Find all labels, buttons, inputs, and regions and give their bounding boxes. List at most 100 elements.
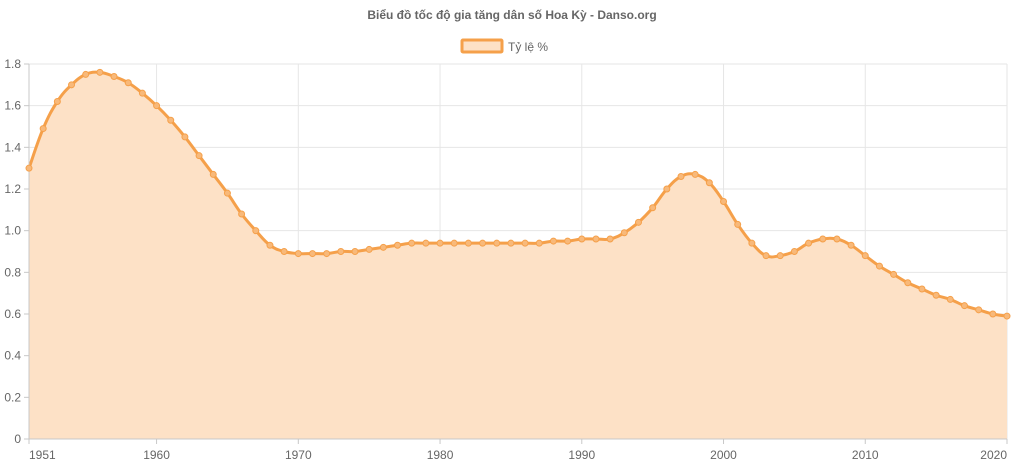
area-layer <box>27 70 1008 439</box>
data-point[interactable] <box>68 81 76 89</box>
y-tick-label: 1.0 <box>4 224 21 238</box>
data-point[interactable] <box>805 239 813 247</box>
x-tick-label: 1980 <box>427 448 454 462</box>
data-point[interactable] <box>691 170 699 178</box>
y-tick-label: 0.2 <box>4 390 21 404</box>
data-point[interactable] <box>124 79 132 87</box>
data-point[interactable] <box>819 235 827 243</box>
data-point[interactable] <box>890 270 898 278</box>
data-point[interactable] <box>209 170 217 178</box>
data-point[interactable] <box>323 250 331 258</box>
data-point[interactable] <box>677 173 685 180</box>
data-point[interactable] <box>408 239 416 247</box>
x-tick-label: 1990 <box>568 448 595 462</box>
x-tick-label: 2020 <box>980 448 1007 462</box>
data-point[interactable] <box>110 73 118 80</box>
data-point[interactable] <box>294 250 302 258</box>
y-tick-label: 1.6 <box>4 99 21 113</box>
y-tick-label: 0.6 <box>4 307 21 321</box>
data-point[interactable] <box>167 116 175 124</box>
data-point[interactable] <box>337 248 345 255</box>
data-point[interactable] <box>975 306 983 314</box>
x-tick-label: 2010 <box>852 448 879 462</box>
data-point[interactable] <box>223 189 231 197</box>
data-point[interactable] <box>564 237 572 245</box>
data-point[interactable] <box>195 152 203 160</box>
y-tick-label: 0.4 <box>4 349 21 363</box>
points-layer <box>25 68 1011 320</box>
x-tick-label: 2000 <box>710 448 737 462</box>
data-point[interactable] <box>436 239 444 247</box>
data-point[interactable] <box>422 239 430 247</box>
data-point[interactable] <box>153 102 161 110</box>
data-point[interactable] <box>238 210 246 218</box>
data-point[interactable] <box>578 235 586 243</box>
data-point[interactable] <box>266 241 274 249</box>
legend-label[interactable]: Tỷ lệ % <box>508 40 548 54</box>
data-point[interactable] <box>776 252 784 260</box>
data-point[interactable] <box>918 285 926 293</box>
data-point[interactable] <box>847 241 855 249</box>
data-point[interactable] <box>904 279 912 287</box>
data-point[interactable] <box>39 125 47 133</box>
data-point[interactable] <box>308 250 316 258</box>
axes <box>28 64 1007 440</box>
data-point[interactable] <box>535 239 543 247</box>
data-point[interactable] <box>479 239 487 247</box>
y-tick-label: 1.2 <box>4 182 21 196</box>
data-point[interactable] <box>138 89 146 97</box>
data-point[interactable] <box>932 291 940 299</box>
data-point[interactable] <box>82 70 90 78</box>
data-point[interactable] <box>620 229 628 237</box>
data-point[interactable] <box>181 133 189 141</box>
data-point[interactable] <box>549 237 557 245</box>
x-tick-label: 1970 <box>285 448 312 462</box>
data-point[interactable] <box>351 248 359 255</box>
data-point[interactable] <box>365 245 373 253</box>
x-tick-label: 1951 <box>29 448 56 462</box>
legend-swatch[interactable] <box>460 38 504 54</box>
data-point[interactable] <box>649 204 657 212</box>
x-axis-ticks: 1951 1960 1970 1980 1990 2000 2010 2020 <box>28 439 1008 462</box>
data-point[interactable] <box>592 235 600 243</box>
data-point[interactable] <box>252 227 260 235</box>
data-point[interactable] <box>394 241 402 249</box>
data-point[interactable] <box>861 252 869 260</box>
data-point[interactable] <box>989 310 997 318</box>
data-point[interactable] <box>705 179 713 187</box>
series-area-fill <box>29 72 1007 439</box>
x-tick-label: 1960 <box>143 448 170 462</box>
data-point[interactable] <box>634 218 642 226</box>
data-point[interactable] <box>946 295 954 303</box>
data-point[interactable] <box>720 198 728 205</box>
y-tick-label: 1.8 <box>4 57 21 71</box>
data-point[interactable] <box>790 248 798 255</box>
y-axis-ticks: 0 0.2 0.4 0.6 0.8 1.0 1.2 1.4 1.6 1.8 <box>4 57 29 446</box>
data-point[interactable] <box>464 239 472 247</box>
data-point[interactable] <box>53 98 61 105</box>
data-point[interactable] <box>833 235 841 243</box>
data-point[interactable] <box>450 239 458 247</box>
legend[interactable]: Tỷ lệ % <box>460 38 548 54</box>
data-point[interactable] <box>1003 312 1011 320</box>
data-point[interactable] <box>762 252 770 260</box>
data-point[interactable] <box>521 239 529 247</box>
data-point[interactable] <box>507 239 515 247</box>
data-point[interactable] <box>493 239 501 247</box>
data-point[interactable] <box>734 220 742 228</box>
data-point[interactable] <box>96 68 104 76</box>
data-point[interactable] <box>280 248 288 255</box>
data-point[interactable] <box>748 239 756 247</box>
data-point[interactable] <box>663 185 671 193</box>
chart-title: Biểu đồ tốc độ gia tăng dân số Hoa Kỳ - … <box>367 8 656 22</box>
series-line <box>27 70 1008 318</box>
y-tick-label: 1.4 <box>4 140 21 154</box>
data-point[interactable] <box>379 243 387 251</box>
data-point[interactable] <box>875 262 883 270</box>
data-point[interactable] <box>960 302 968 310</box>
data-point[interactable] <box>606 235 614 243</box>
y-tick-label: 0.8 <box>4 265 21 279</box>
y-tick-label: 0 <box>14 432 21 446</box>
data-point[interactable] <box>25 164 33 172</box>
